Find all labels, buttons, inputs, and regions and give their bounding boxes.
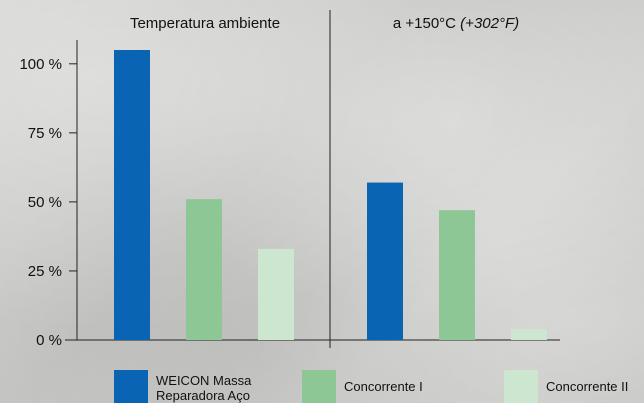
legend-swatch [114, 370, 148, 403]
legend-label: Concorrente I [344, 379, 423, 394]
bar [439, 210, 475, 340]
y-tick-label: 50 % [28, 194, 62, 211]
legend-swatch [504, 370, 538, 403]
bar [186, 199, 222, 340]
legend-label: Concorrente II [546, 379, 628, 394]
y-tick-label: 25 % [28, 263, 62, 280]
y-tick-label: 75 % [28, 125, 62, 142]
bar [258, 248, 294, 340]
bar [114, 50, 150, 340]
y-tick-label: 100 % [19, 56, 62, 73]
bar [511, 328, 547, 340]
legend-label: WEICON Massa Reparadora Aço [156, 373, 252, 403]
group-title: Temperatura ambiente [130, 15, 280, 32]
legend-swatch [302, 370, 336, 403]
group-title: a +150°C (+302°F) [393, 15, 519, 32]
y-tick-label: 0 % [36, 332, 62, 349]
bar [367, 182, 403, 340]
